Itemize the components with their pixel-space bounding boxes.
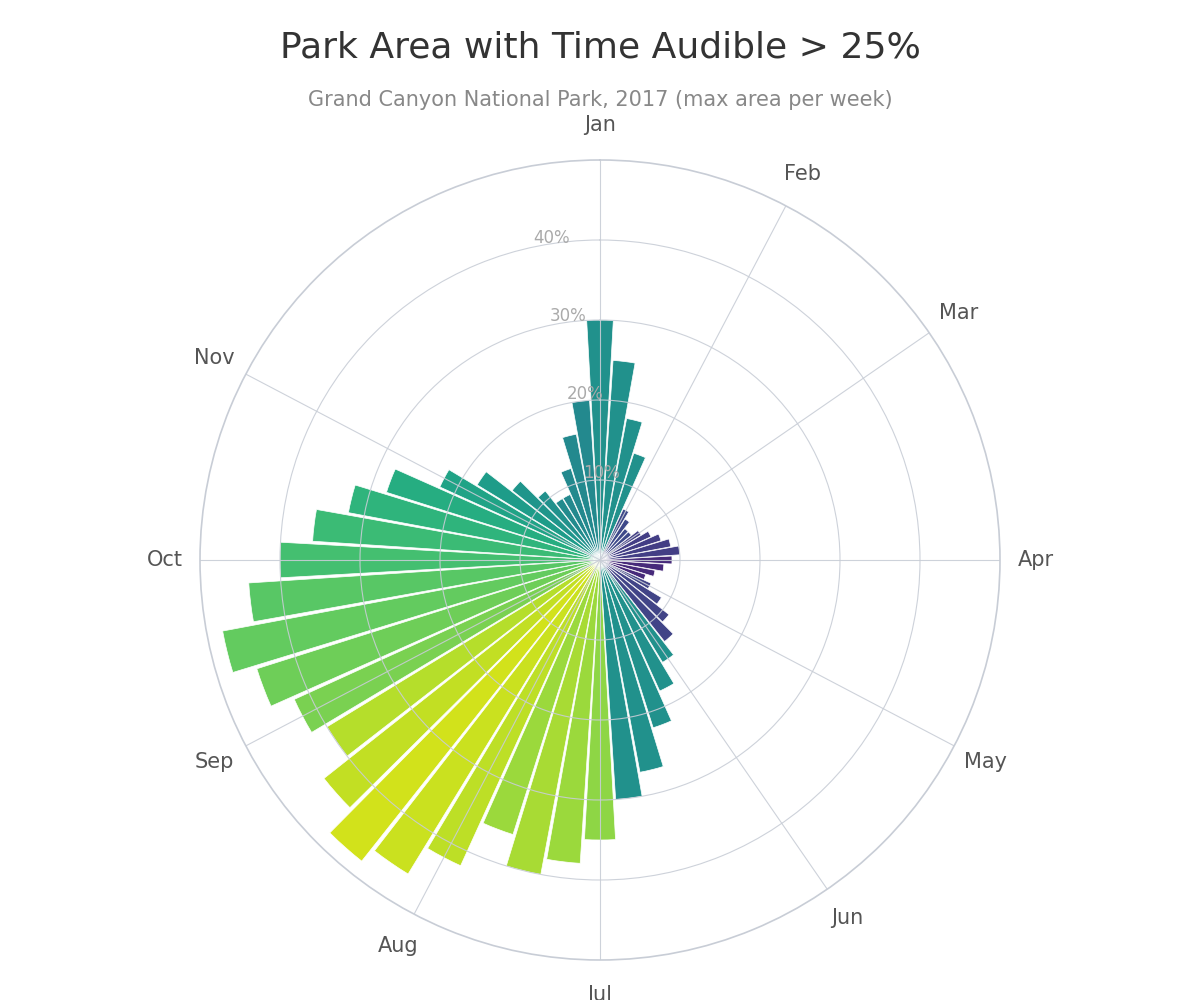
Bar (294, 560, 600, 732)
Text: Grand Canyon National Park, 2017 (max area per week): Grand Canyon National Park, 2017 (max ar… (307, 90, 893, 110)
Bar (600, 560, 670, 622)
Bar (562, 468, 600, 560)
Bar (600, 560, 672, 728)
Bar (600, 453, 646, 560)
Bar (600, 560, 673, 662)
Bar (600, 509, 629, 560)
Bar (547, 560, 600, 863)
Bar (330, 560, 600, 861)
Bar (600, 560, 673, 642)
Bar (600, 560, 646, 579)
Bar (427, 560, 600, 866)
Bar (324, 560, 600, 808)
Bar (600, 560, 674, 691)
Bar (512, 481, 600, 560)
Bar (600, 560, 664, 571)
Bar (563, 434, 600, 560)
Bar (280, 542, 600, 578)
Bar (600, 531, 650, 560)
Bar (257, 560, 600, 706)
Bar (572, 400, 600, 560)
Bar (600, 560, 655, 576)
Bar (600, 546, 680, 560)
Bar (600, 418, 642, 560)
Bar (600, 560, 661, 604)
Bar (248, 560, 600, 622)
Bar (386, 469, 600, 560)
Bar (600, 560, 642, 799)
Bar (478, 472, 600, 560)
Bar (484, 560, 600, 835)
Bar (538, 491, 600, 560)
Bar (600, 560, 650, 589)
Bar (600, 519, 630, 560)
Bar (600, 539, 671, 560)
Text: Park Area with Time Audible > 25%: Park Area with Time Audible > 25% (280, 30, 920, 64)
Bar (587, 320, 613, 560)
Bar (600, 531, 641, 560)
Bar (600, 360, 635, 560)
Bar (600, 556, 672, 564)
Bar (326, 560, 600, 756)
Bar (506, 560, 600, 874)
Bar (563, 494, 600, 560)
Bar (374, 560, 600, 874)
Bar (600, 532, 631, 560)
Bar (600, 534, 661, 560)
Bar (556, 499, 600, 560)
Bar (313, 509, 600, 560)
Bar (223, 560, 600, 672)
Bar (584, 560, 616, 840)
Bar (600, 560, 664, 772)
Bar (600, 529, 628, 560)
Bar (348, 485, 600, 560)
Bar (440, 470, 600, 560)
